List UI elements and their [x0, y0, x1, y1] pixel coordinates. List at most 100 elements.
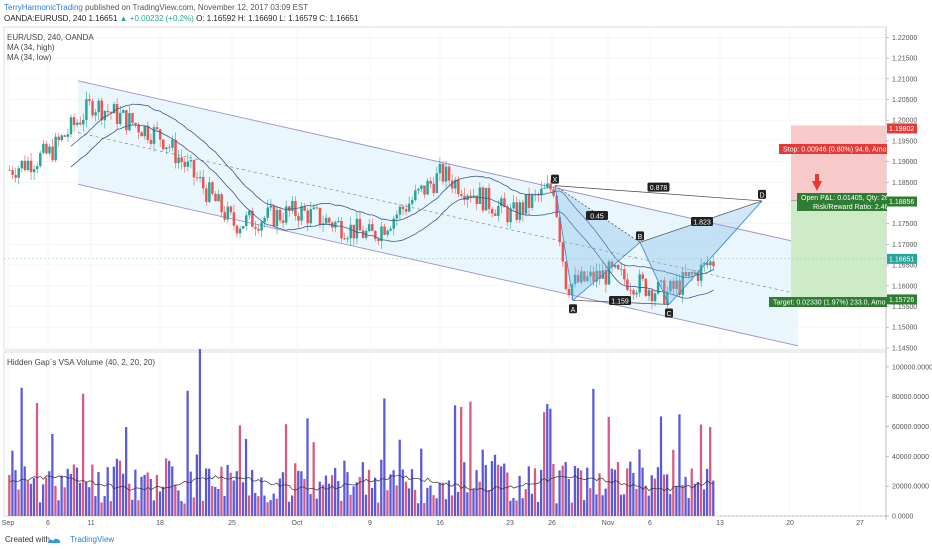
- volume-bar: [266, 502, 269, 516]
- volume-bar: [705, 468, 709, 516]
- volume-bar: [192, 497, 195, 516]
- candle-body: [131, 113, 134, 123]
- candle-body: [23, 160, 27, 171]
- candle-body: [647, 290, 651, 296]
- volume-bar: [549, 408, 552, 516]
- volume-bar: [506, 472, 509, 516]
- volume-bar: [183, 503, 186, 516]
- volume-bar: [244, 438, 248, 516]
- volume-bar: [149, 478, 152, 516]
- candle-body: [497, 205, 500, 216]
- volume-bar: [109, 501, 112, 516]
- candle-body: [103, 110, 107, 121]
- ma-high-line: [70, 103, 714, 278]
- volume-bar: [204, 468, 208, 516]
- volume-bar: [294, 463, 297, 516]
- volume-bar: [134, 469, 137, 516]
- tradingview-brand[interactable]: TradingView: [70, 535, 115, 544]
- volume-bar: [281, 472, 285, 516]
- candle-body: [641, 274, 644, 279]
- candle-body: [72, 117, 76, 126]
- candle-body: [112, 104, 116, 114]
- author-link[interactable]: TerryHarmonicTrading: [4, 3, 83, 12]
- candle-body: [217, 194, 220, 202]
- candle-body: [355, 218, 359, 239]
- volume-bar: [97, 471, 100, 516]
- price-axis-badge: [887, 294, 917, 305]
- volume-bar: [54, 485, 57, 516]
- candle-body: [42, 143, 45, 153]
- volume-bar: [589, 488, 592, 516]
- channel-lower-line: [77, 183, 799, 347]
- volume-bar: [291, 495, 294, 516]
- pattern-point-D: D: [759, 192, 764, 199]
- candle-body: [158, 129, 162, 140]
- candle-body: [398, 206, 402, 215]
- volume-bar: [410, 469, 414, 516]
- volume-bar: [51, 434, 54, 516]
- volume-bar: [429, 485, 432, 516]
- volume-bar: [493, 454, 497, 516]
- volume-bar: [309, 494, 312, 516]
- legend-volume[interactable]: Hidden Gap`s VSA Volume (40, 2, 20, 20): [7, 358, 156, 367]
- volume-bar: [358, 477, 361, 516]
- candle-body: [161, 139, 165, 150]
- candle-body: [79, 122, 82, 125]
- volume-bar: [137, 500, 140, 516]
- y-tick-label: 1.21000: [892, 76, 917, 83]
- volume-bar: [11, 450, 14, 516]
- volume-bar: [592, 388, 595, 516]
- volume-bar: [647, 495, 650, 516]
- publish-line: TerryHarmonicTrading published on Tradin…: [4, 3, 308, 12]
- y-tick-label: 1.16000: [892, 283, 917, 290]
- candle-body: [699, 264, 703, 281]
- pattern-point-box: [569, 304, 577, 314]
- volume-bar: [8, 475, 11, 516]
- volume-bar: [450, 495, 454, 516]
- volume-bar: [324, 475, 328, 516]
- volume-bar: [226, 464, 229, 516]
- volume-bar: [533, 468, 537, 516]
- legend-symbol[interactable]: EUR/USD, 240, OANDA: [7, 33, 94, 42]
- x-tick-label: Nov: [602, 520, 615, 527]
- price-axis-badge-label: 1.15726: [889, 297, 914, 304]
- candle-body: [444, 166, 448, 182]
- volume-bar: [17, 489, 20, 516]
- volume-bar: [121, 473, 125, 516]
- volume-bar: [217, 488, 220, 516]
- pattern-bcd-fill: [640, 200, 762, 305]
- x-tick-label: Oct: [292, 520, 303, 527]
- candle-body: [696, 272, 700, 281]
- x-tick-label: 20: [786, 520, 794, 527]
- candle-body: [583, 271, 586, 282]
- volume-bar: [161, 486, 165, 516]
- volume-bar: [509, 500, 512, 516]
- candle-body: [51, 146, 54, 161]
- candle-body: [493, 213, 497, 216]
- candle-body: [515, 202, 518, 220]
- candle-body: [454, 179, 457, 189]
- candle-body: [472, 195, 475, 198]
- volume-bar: [337, 481, 340, 516]
- volume-bar: [312, 442, 315, 516]
- volume-bar: [641, 467, 644, 516]
- y-tick-label: 1.22000: [892, 35, 917, 42]
- candle-body: [521, 202, 525, 214]
- candle-body: [632, 290, 635, 295]
- candle-body: [678, 280, 681, 295]
- candle-body: [118, 112, 122, 124]
- candle-body: [149, 139, 153, 144]
- candle-body: [380, 226, 383, 242]
- volume-bar: [687, 498, 690, 516]
- candle-body: [512, 202, 515, 209]
- candle-body: [278, 209, 282, 221]
- volume-bar: [696, 481, 700, 516]
- legend-ma-high[interactable]: MA (34, high): [7, 43, 55, 52]
- volume-bar: [515, 500, 518, 516]
- volume-bar: [576, 468, 580, 516]
- candle-body: [318, 207, 322, 225]
- stop-label: Stop: 0.00946 (0.80%) 94.6, Amo: [783, 147, 887, 154]
- legend-ma-low[interactable]: MA (34, low): [7, 53, 52, 62]
- candle-body: [469, 195, 472, 198]
